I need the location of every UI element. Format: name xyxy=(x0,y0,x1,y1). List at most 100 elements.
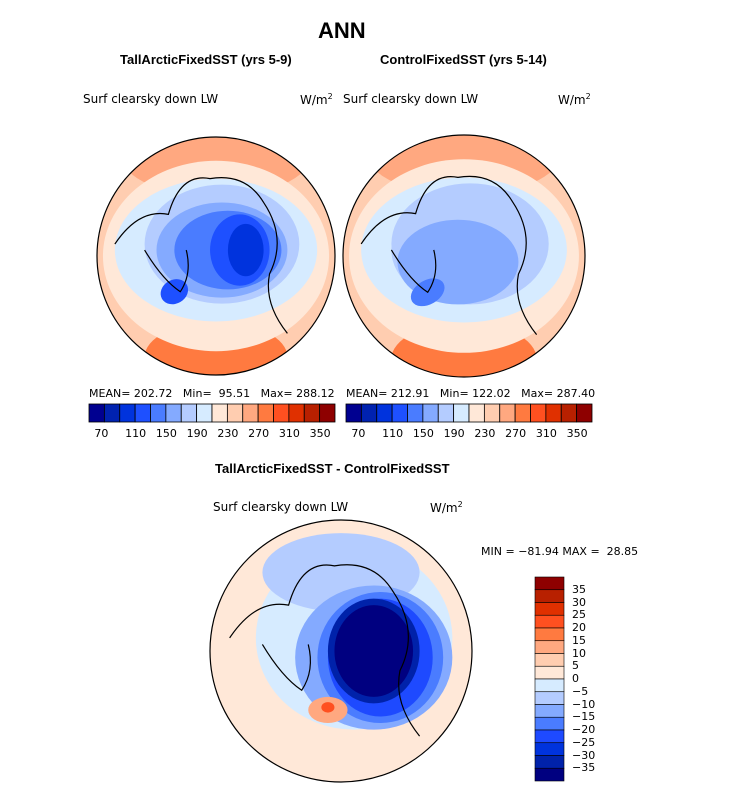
colorbar-swatch xyxy=(150,403,167,423)
difference-units: W/m2 xyxy=(430,500,463,515)
colorbar-swatch xyxy=(103,403,121,423)
max-value: 28.85 xyxy=(606,545,639,558)
panel-1-stats: MEAN= 202.72 Min= 95.51 Max= 288.12 xyxy=(89,387,335,400)
colorbar-swatch xyxy=(545,403,562,423)
colorbar-tick-label: 190 xyxy=(443,427,465,440)
colorbar-swatch xyxy=(88,403,105,423)
contour-region xyxy=(227,223,264,277)
colorbar-swatch xyxy=(534,614,565,629)
colorbar-swatch xyxy=(288,403,305,423)
min-label: Min= xyxy=(182,387,212,400)
colorbar-swatch xyxy=(560,403,578,423)
colorbar-tick-label: 310 xyxy=(278,427,300,440)
colorbar-tick-label: 310 xyxy=(535,427,557,440)
units-sup: 2 xyxy=(585,92,591,101)
colorbar-tick-label: 230 xyxy=(217,427,239,440)
colorbar-swatch xyxy=(257,403,274,423)
colorbar-swatch xyxy=(534,691,565,705)
mean-label: MEAN= xyxy=(346,387,388,400)
colorbar-swatch xyxy=(514,403,531,423)
colorbar-swatch xyxy=(319,403,336,423)
panel-1-subtitle: TallArcticFixedSST (yrs 5-9) xyxy=(120,52,292,67)
coastline xyxy=(360,175,538,336)
max-label: MAX = xyxy=(562,545,600,558)
contour-region xyxy=(160,279,189,305)
colorbar-tick-label: −25 xyxy=(572,735,596,749)
max-value: 288.12 xyxy=(296,387,335,400)
min-value: −81.94 xyxy=(518,545,559,558)
mean-value: 212.91 xyxy=(390,387,430,400)
panel-2-subtitle: ControlFixedSST (yrs 5-14) xyxy=(380,52,547,67)
colorbar-swatch xyxy=(534,627,565,642)
colorbar-swatch xyxy=(453,403,470,423)
coastline-greenland xyxy=(144,249,189,293)
colorbar-swatch xyxy=(576,403,593,423)
colorbar-tick-label: −10 xyxy=(572,697,596,711)
colorbar-swatch xyxy=(437,403,455,423)
coastline-greenland xyxy=(390,249,437,294)
colorbar-tick-label: 10 xyxy=(572,646,586,660)
colorbar-swatch xyxy=(530,403,547,423)
panel-2-stats: MEAN= 212.91 Min= 122.02 Max= 287.40 xyxy=(346,387,595,400)
colorbar-swatch xyxy=(534,704,565,718)
units-sup: 2 xyxy=(457,500,463,509)
coastline xyxy=(229,564,421,737)
colorbar-swatch xyxy=(534,742,565,756)
colorbar-tick-label: 270 xyxy=(505,427,527,440)
colorbar-swatch xyxy=(360,403,378,423)
panel-1-variable: Surf clearsky down LW xyxy=(83,92,219,106)
colorbar-swatch xyxy=(180,403,198,423)
colorbar-swatch xyxy=(534,653,565,667)
colorbar-swatch xyxy=(211,403,228,423)
min-value: 95.51 xyxy=(218,387,251,400)
colorbar-tick-label: −35 xyxy=(572,761,596,775)
colorbar-tick-label: 25 xyxy=(572,608,586,622)
colorbar-swatch xyxy=(303,403,321,423)
difference-subtitle: TallArcticFixedSST - ControlFixedSST xyxy=(215,461,450,476)
colorbar-swatch xyxy=(468,403,485,423)
colorbar-tick-label: 150 xyxy=(412,427,434,440)
map-2 xyxy=(343,135,585,377)
colorbar-tick-label: 230 xyxy=(474,427,496,440)
colorbar-swatch xyxy=(134,403,151,423)
panel-2-variable: Surf clearsky down LW xyxy=(343,92,479,106)
colorbar-tick-label: −15 xyxy=(572,710,596,724)
colorbar-tick-label: 20 xyxy=(572,621,586,634)
max-value: 287.40 xyxy=(556,387,596,400)
map-1 xyxy=(97,137,335,375)
colorbar-tick-label: 5 xyxy=(572,659,579,673)
colorbar-tick-label: 0 xyxy=(572,672,579,685)
colorbar-swatch xyxy=(534,755,565,769)
colorbar-swatch xyxy=(242,403,259,423)
colorbar-swatch xyxy=(273,403,290,423)
colorbar-tick-label: 15 xyxy=(572,633,586,647)
min-label: MIN = xyxy=(481,545,515,558)
colorbar-swatch xyxy=(534,665,565,680)
colorbar-swatch xyxy=(165,403,182,423)
colorbar-swatch xyxy=(534,767,565,782)
units-sup: 2 xyxy=(327,92,333,101)
colorbar-swatch xyxy=(534,729,565,744)
colorbar-tick-label: −5 xyxy=(572,684,589,698)
colorbar-tick-label: 190 xyxy=(186,427,208,440)
min-label: Min= xyxy=(439,387,469,400)
colorbar-swatch xyxy=(483,403,501,423)
contour-region xyxy=(334,605,414,697)
panel-1-units: W/m2 xyxy=(300,92,333,107)
colorbar-tick-label: 150 xyxy=(155,427,177,440)
colorbar-swatch xyxy=(376,403,393,423)
colorbar-swatch xyxy=(534,716,565,731)
colorbar-tick-label: 110 xyxy=(125,427,147,440)
map-border xyxy=(209,519,473,783)
difference-minmax: MIN = −81.94 MAX = 28.85 xyxy=(481,545,638,558)
colorbar-tick-label: 350 xyxy=(309,427,331,440)
colorbar-swatch xyxy=(499,403,516,423)
colorbar-tick-label: 35 xyxy=(572,582,586,596)
map-border xyxy=(96,136,336,376)
mean-value: 202.72 xyxy=(133,387,173,400)
colorbar-swatch xyxy=(119,403,136,423)
colorbar-tick-label: 30 xyxy=(572,595,586,609)
colorbar-swatch xyxy=(391,403,408,423)
colorbar-swatch xyxy=(534,640,565,654)
